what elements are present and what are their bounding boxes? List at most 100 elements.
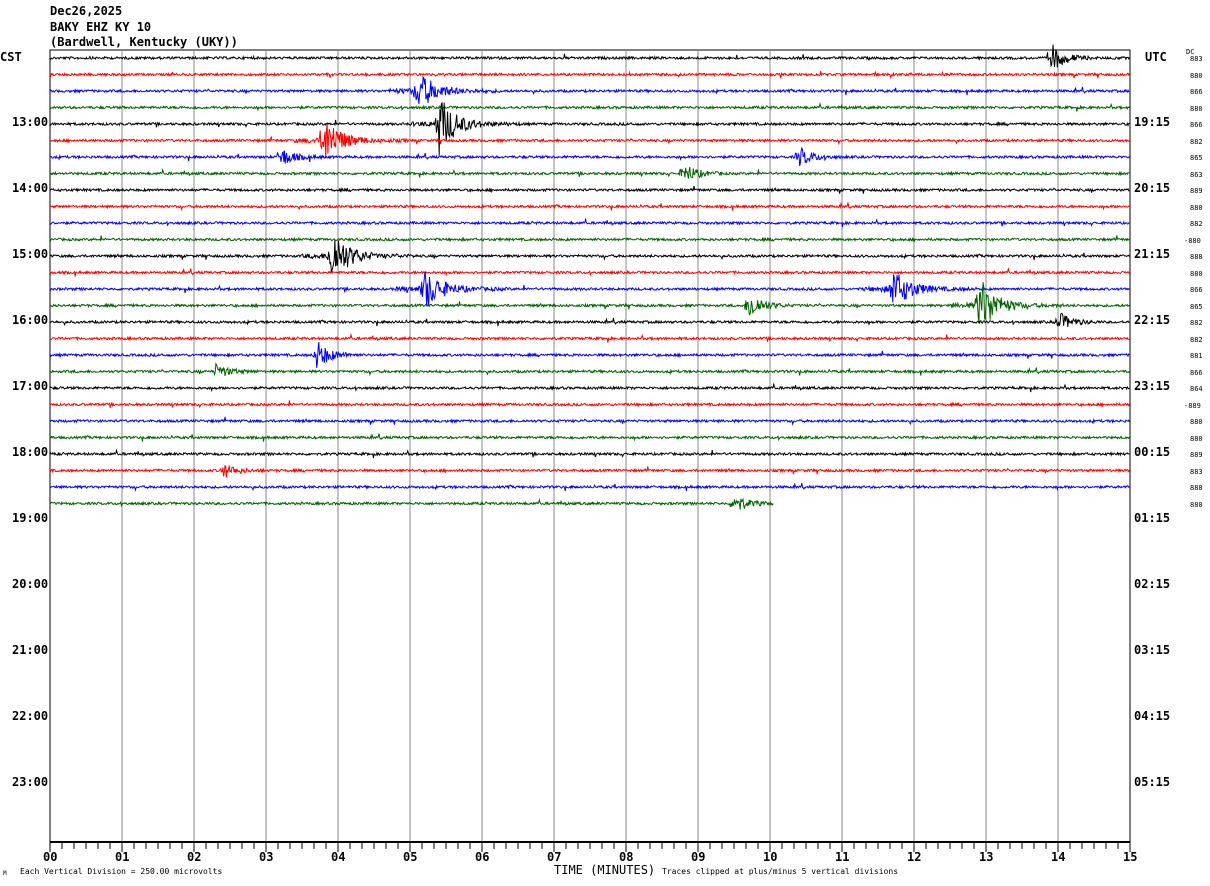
- cst-hour-label: 22:00: [12, 709, 49, 723]
- utc-axis-title: UTC: [1145, 50, 1167, 64]
- seismic-trace: [49, 416, 1130, 426]
- seismic-trace: [49, 332, 1130, 343]
- seismic-trace: [49, 482, 1130, 492]
- station-label: BAKY EHZ KY 10: [50, 20, 152, 34]
- dc-offset-label: -880: [1184, 236, 1201, 245]
- cst-hour-label: 21:00: [12, 643, 49, 657]
- dc-offset-label: 880: [1190, 434, 1203, 443]
- x-tick-label: 05: [403, 850, 418, 864]
- x-tick-label: 07: [547, 850, 562, 864]
- seismic-trace: [49, 44, 1130, 68]
- dc-offset-label: 866: [1190, 121, 1203, 129]
- x-tick-label: 01: [115, 850, 130, 864]
- dc-offset-label: 865: [1190, 302, 1203, 311]
- x-tick-label: 04: [331, 850, 346, 864]
- seismic-trace: [49, 312, 1130, 328]
- utc-hour-label: 04:15: [1134, 709, 1171, 723]
- dc-offset-label: 880: [1190, 104, 1203, 113]
- dc-offset-label: 888: [1190, 253, 1203, 261]
- x-tick-label: 12: [907, 850, 922, 864]
- utc-hour-label: 03:15: [1134, 643, 1171, 657]
- x-tick-label: 06: [475, 850, 490, 864]
- dc-offset-label: 880: [1190, 203, 1203, 212]
- utc-hour-label: 21:15: [1134, 247, 1171, 261]
- seismic-trace: [49, 235, 1130, 243]
- utc-hour-label: 20:15: [1134, 181, 1171, 195]
- seismic-trace: [49, 382, 1130, 393]
- seismic-trace: [49, 185, 1130, 194]
- x-tick-label: 10: [763, 850, 778, 864]
- utc-hour-label: 02:15: [1134, 577, 1171, 591]
- dc-offset-label: 889: [1190, 187, 1203, 195]
- x-tick-label: 00: [43, 850, 58, 864]
- seismic-trace: [49, 101, 1130, 156]
- cst-hour-label: 14:00: [12, 181, 49, 195]
- dc-offset-label: 889: [1190, 451, 1203, 459]
- date-label: Dec26,2025: [50, 4, 123, 18]
- seismic-trace: [49, 124, 1130, 159]
- cst-hour-label: 16:00: [12, 313, 49, 327]
- dc-offset-label: 881: [1190, 352, 1203, 360]
- seismic-trace: [49, 341, 1130, 368]
- plot-frame: [49, 49, 1131, 843]
- dc-offset-label: 880: [1190, 418, 1203, 426]
- scale-note: Each Vertical Division = 250.00 microvol…: [20, 867, 223, 876]
- cst-hour-label: 17:00: [12, 379, 49, 393]
- seismic-trace: [49, 282, 1130, 324]
- dc-offset-label: 863: [1190, 170, 1203, 179]
- dc-offset-label: 882: [1190, 137, 1203, 146]
- x-axis-label: TIME (MINUTES): [554, 863, 656, 877]
- cst-axis-title: CST: [0, 50, 22, 64]
- corner-mark: M: [3, 870, 7, 877]
- seismic-trace: [49, 448, 1130, 459]
- seismic-trace: [49, 432, 1130, 442]
- cst-hour-label: 23:00: [12, 775, 49, 789]
- seismic-trace: [49, 266, 1130, 277]
- seismic-trace: [49, 362, 1130, 377]
- dc-offset-label: 888: [1190, 484, 1203, 492]
- cst-hour-label: 15:00: [12, 247, 49, 261]
- clip-note: Traces clipped at plus/minus 5 vertical …: [662, 867, 899, 876]
- dc-offset-label: 880: [1190, 500, 1203, 509]
- x-tick-label: 03: [259, 850, 274, 864]
- dc-offset-label: 866: [1190, 368, 1203, 377]
- utc-hour-label: 00:15: [1134, 445, 1171, 459]
- x-tick-label: 11: [835, 850, 850, 864]
- dc-offset-label: 880: [1190, 71, 1203, 80]
- x-tick-label: 02: [187, 850, 202, 864]
- dc-offset-label: 883: [1190, 467, 1203, 476]
- dc-offset-label: 882: [1190, 220, 1203, 228]
- x-tick-label: 08: [619, 850, 634, 864]
- dc-title: DC: [1186, 48, 1195, 56]
- dc-offset-label: 882: [1190, 319, 1203, 327]
- seismic-trace: [49, 465, 1130, 478]
- cst-hour-label: 20:00: [12, 577, 49, 591]
- seismic-trace: [49, 166, 1130, 179]
- dc-offset-label: 866: [1190, 88, 1203, 96]
- x-tick-label: 15: [1123, 850, 1138, 864]
- utc-hour-label: 23:15: [1134, 379, 1171, 393]
- seismic-trace: [49, 70, 1130, 79]
- seismic-trace: [49, 217, 1130, 228]
- dc-offset-label: 865: [1190, 154, 1203, 162]
- cst-hour-label: 13:00: [12, 115, 49, 129]
- utc-hour-label: 05:15: [1134, 775, 1171, 789]
- seismic-trace: [49, 239, 1130, 273]
- x-tick-label: 09: [691, 850, 706, 864]
- dc-offset-label: 883: [1190, 55, 1203, 63]
- seismic-trace: [49, 146, 1130, 167]
- seismic-trace: [49, 201, 1130, 212]
- seismic-trace: [49, 75, 1130, 104]
- dc-offset-label: -889: [1184, 401, 1201, 410]
- seismic-trace: [49, 101, 1130, 112]
- dc-offset-label: 882: [1190, 335, 1203, 344]
- dc-offset-label: 866: [1190, 286, 1203, 294]
- x-tick-label: 14: [1051, 850, 1066, 864]
- cst-hour-label: 19:00: [12, 511, 49, 525]
- utc-hour-label: 01:15: [1134, 511, 1171, 525]
- utc-hour-label: 19:15: [1134, 115, 1171, 129]
- seismic-trace: [49, 400, 1130, 409]
- seismic-trace: [49, 271, 1130, 306]
- seismic-trace: [49, 497, 774, 510]
